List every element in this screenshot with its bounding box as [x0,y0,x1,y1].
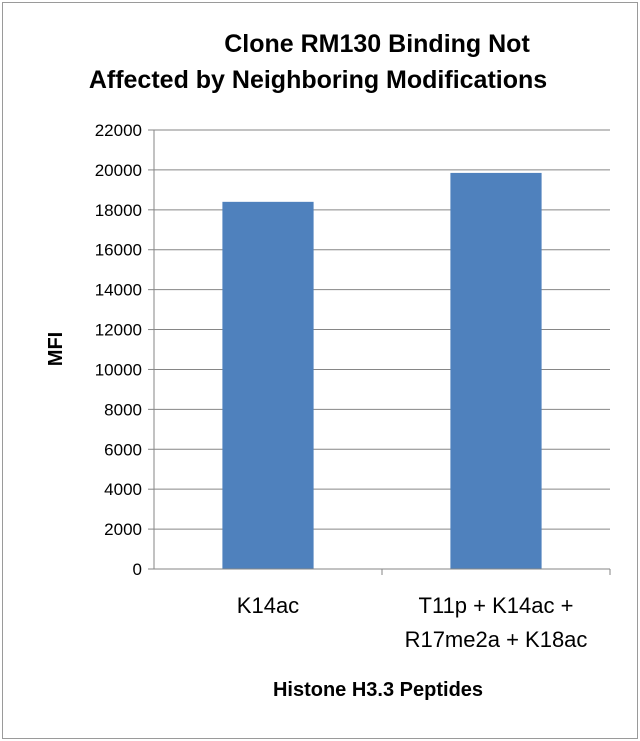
y-tick-label: 4000 [104,480,142,499]
y-tick-label: 20000 [95,161,142,180]
chart-title-line-2: Affected by Neighboring Modifications [89,66,547,94]
y-tick-label: 22000 [95,121,142,140]
y-tick-label: 6000 [104,440,142,459]
chart-title-line-1: Clone RM130 Binding Not [224,30,530,58]
bar-2 [450,172,542,569]
x-category-label: R17me2a + K18ac [405,627,588,652]
y-tick-label: 2000 [104,520,142,539]
y-tick-label: 18000 [95,201,142,220]
x-axis-title: Histone H3.3 Peptides [273,679,483,701]
y-tick-label: 10000 [95,360,142,379]
axes [153,130,611,575]
bars [222,172,542,569]
x-category-label: K14ac [237,593,299,618]
y-tick-label: 0 [133,560,142,579]
x-category-label: T11p + K14ac + [419,593,574,618]
y-tick-label: 8000 [104,400,142,419]
y-tick-labels: 0 2000 4000 6000 8000 10000 12000 14000 16000 180… [95,121,142,579]
y-tick-label: 12000 [95,321,142,340]
x-category-labels: K14ac T11p + K14ac + R17me2a + K18ac [237,593,588,652]
bar-1 [222,201,314,569]
y-tick-label: 14000 [95,281,142,300]
y-tick-label: 16000 [95,241,142,260]
y-axis-title: MFI [45,332,67,366]
